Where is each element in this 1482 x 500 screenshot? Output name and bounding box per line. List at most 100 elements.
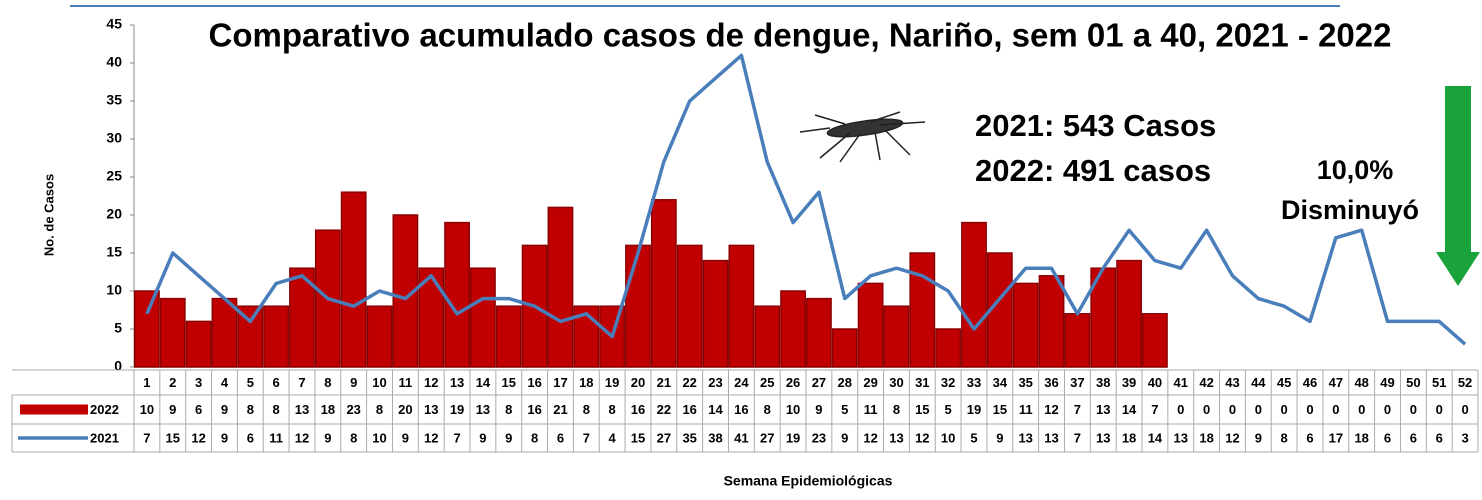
table-value: 4 bbox=[609, 430, 617, 445]
table-value: 12 bbox=[295, 430, 309, 445]
bar bbox=[392, 214, 419, 368]
table-value: 8 bbox=[273, 402, 280, 417]
table-value: 13 bbox=[1174, 430, 1188, 445]
table-value: 15 bbox=[915, 402, 929, 417]
table-value: 15 bbox=[631, 430, 645, 445]
table-value: 3 bbox=[1461, 430, 1468, 445]
x-tick-label: 11 bbox=[399, 375, 413, 390]
table-value: 6 bbox=[557, 430, 564, 445]
table-value: 18 bbox=[321, 402, 335, 417]
table-value: 9 bbox=[815, 402, 822, 417]
table-value: 0 bbox=[1332, 402, 1339, 417]
table-value: 19 bbox=[786, 430, 800, 445]
table-value: 13 bbox=[295, 402, 309, 417]
x-tick-label: 25 bbox=[760, 375, 774, 390]
annotation: 2022: 491 casos bbox=[975, 153, 1211, 188]
table-value: 14 bbox=[1122, 402, 1137, 417]
x-tick-label: 15 bbox=[502, 375, 516, 390]
table-value: 9 bbox=[841, 430, 848, 445]
line bbox=[145, 53, 1467, 346]
table-value: 15 bbox=[166, 430, 180, 445]
bar bbox=[883, 305, 910, 368]
y-tick-label: 0 bbox=[114, 358, 122, 374]
table-value: 9 bbox=[221, 402, 228, 417]
x-tick-label: 14 bbox=[476, 375, 491, 390]
chart-title: Comparativo acumulado casos de dengue, N… bbox=[209, 17, 1392, 54]
table-value: 18 bbox=[1199, 430, 1213, 445]
table-value: 11 bbox=[269, 430, 283, 445]
bar bbox=[1116, 259, 1142, 368]
x-tick-label: 23 bbox=[708, 375, 722, 390]
y-tick-label: 45 bbox=[106, 16, 122, 32]
table-value: 12 bbox=[191, 430, 205, 445]
table-value: 11 bbox=[1019, 402, 1033, 417]
table-value: 5 bbox=[945, 402, 952, 417]
table-value: 9 bbox=[996, 430, 1003, 445]
table-value: 10 bbox=[140, 402, 154, 417]
table-value: 16 bbox=[631, 402, 645, 417]
table-value: 8 bbox=[505, 402, 512, 417]
x-tick-label: 35 bbox=[1018, 375, 1032, 390]
table-value: 16 bbox=[682, 402, 696, 417]
y-tick-label: 25 bbox=[106, 168, 122, 184]
x-tick-label: 52 bbox=[1458, 375, 1472, 390]
table-value: 7 bbox=[1074, 430, 1081, 445]
bar bbox=[961, 221, 987, 368]
table-value: 9 bbox=[505, 430, 512, 445]
table-value: 0 bbox=[1281, 402, 1288, 417]
x-tick-label: 2 bbox=[169, 375, 176, 390]
bar bbox=[1012, 282, 1039, 368]
bar bbox=[676, 244, 703, 368]
table-value: 8 bbox=[764, 402, 771, 417]
table-value: 11 bbox=[864, 402, 878, 417]
table-value: 8 bbox=[531, 430, 538, 445]
table-value: 17 bbox=[1329, 430, 1343, 445]
table-value: 13 bbox=[1096, 402, 1110, 417]
table-value: 0 bbox=[1358, 402, 1365, 417]
y-tick-label: 20 bbox=[106, 206, 122, 222]
bar bbox=[1038, 275, 1065, 368]
down-arrow bbox=[1436, 86, 1480, 286]
x-tick-label: 49 bbox=[1380, 375, 1394, 390]
table-value: 0 bbox=[1436, 402, 1443, 417]
legend-label: 2021 bbox=[90, 430, 119, 445]
x-tick-label: 5 bbox=[247, 375, 254, 390]
x-tick-label: 48 bbox=[1354, 375, 1368, 390]
y-tick-label: 5 bbox=[114, 320, 122, 336]
x-tick-label: 50 bbox=[1406, 375, 1420, 390]
table-value: 0 bbox=[1410, 402, 1417, 417]
x-tick-label: 51 bbox=[1432, 375, 1446, 390]
bar bbox=[340, 191, 367, 368]
x-tick-label: 32 bbox=[941, 375, 955, 390]
legend-label: 2022 bbox=[90, 402, 119, 417]
table-value: 13 bbox=[424, 402, 438, 417]
table-value: 10 bbox=[786, 402, 800, 417]
table-value: 22 bbox=[657, 402, 671, 417]
x-tick-label: 30 bbox=[889, 375, 903, 390]
bar bbox=[1142, 313, 1168, 368]
table-value: 6 bbox=[195, 402, 202, 417]
x-tick-label: 33 bbox=[967, 375, 981, 390]
x-tick-label: 18 bbox=[579, 375, 593, 390]
x-tick-label: 21 bbox=[657, 375, 671, 390]
table-value: 18 bbox=[1122, 430, 1136, 445]
bar bbox=[625, 244, 651, 368]
bar bbox=[728, 244, 755, 368]
bar bbox=[909, 252, 936, 368]
x-tick-label: 27 bbox=[812, 375, 826, 390]
table-value: 8 bbox=[583, 402, 590, 417]
table-value: 12 bbox=[863, 430, 877, 445]
bar bbox=[547, 206, 574, 368]
table-value: 9 bbox=[1255, 430, 1262, 445]
table-value: 7 bbox=[1151, 402, 1158, 417]
x-tick-label: 42 bbox=[1199, 375, 1213, 390]
bar bbox=[211, 297, 238, 368]
x-tick-label: 17 bbox=[553, 375, 567, 390]
bar bbox=[444, 221, 470, 368]
table-value: 27 bbox=[760, 430, 774, 445]
table-value: 16 bbox=[527, 402, 541, 417]
table-value: 23 bbox=[346, 402, 360, 417]
table-value: 27 bbox=[657, 430, 671, 445]
table-value: 35 bbox=[682, 430, 696, 445]
